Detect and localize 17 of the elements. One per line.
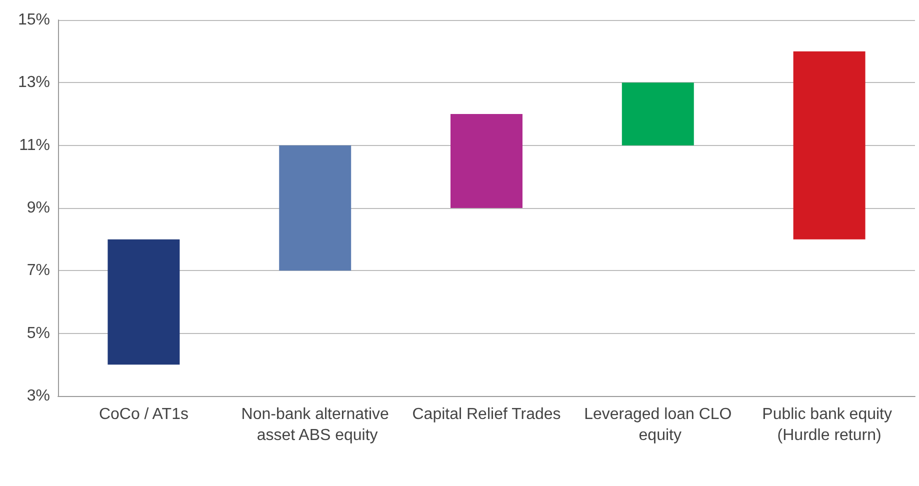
bar [450, 114, 522, 208]
x-tick-label: Capital Relief Trades [412, 406, 561, 423]
x-tick-label: Non-bank alternative asset ABS equity [241, 406, 390, 444]
x-tick-label: Public bank equity (Hurdle return) [762, 406, 896, 444]
y-tick-label: 9% [26, 200, 50, 216]
y-tick-label: 3% [26, 388, 50, 404]
x-tick-label: CoCo / AT1s [98, 406, 188, 423]
bar [279, 145, 352, 271]
y-tick-label: 13% [18, 74, 50, 92]
y-tick-label: 15% [18, 12, 50, 28]
bar [793, 51, 866, 240]
y-tick-label: 11% [19, 136, 50, 154]
y-tick-label: 7% [26, 262, 50, 280]
x-tick-label: Leveraged loan CLO equity [584, 406, 732, 444]
bar [108, 239, 180, 365]
bar [622, 82, 694, 146]
y-tick-label: 5% [26, 324, 50, 342]
